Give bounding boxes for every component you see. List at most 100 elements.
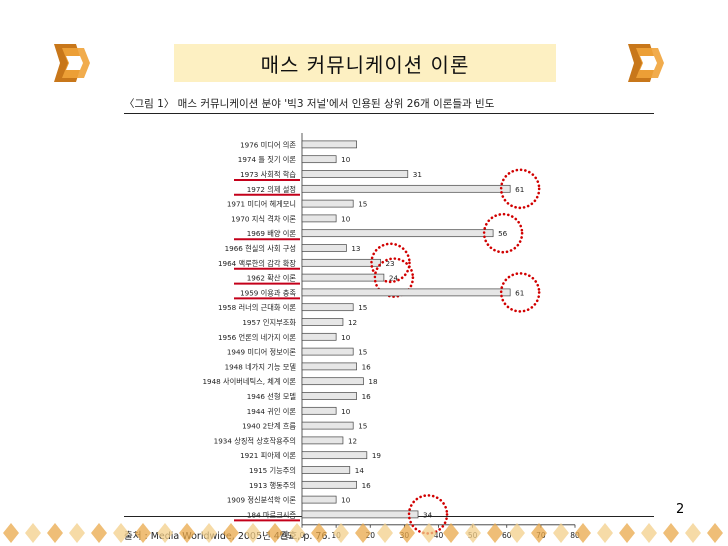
band-diamond	[355, 523, 371, 543]
slide-title: 매스 커뮤니케이션 이론	[174, 44, 556, 82]
data-bar	[301, 140, 357, 149]
band-diamond	[69, 523, 85, 543]
data-bar	[301, 199, 354, 208]
category-label: 1974 틀 짓기 이론	[238, 155, 297, 164]
band-diamond	[179, 523, 195, 543]
band-diamond	[509, 523, 525, 543]
category-label: 1956 언론의 네가지 이론	[218, 333, 296, 342]
bar-value-label: 16	[362, 481, 372, 490]
highlight-circle	[370, 242, 411, 284]
bar-value-label: 10	[341, 214, 351, 223]
category-label: 1940 2단계 흐름	[242, 422, 296, 431]
data-bar	[301, 377, 364, 386]
category-label: 1972 의제 설정	[247, 185, 296, 194]
right-decoration-icon	[628, 44, 664, 82]
bar-value-label: 14	[355, 466, 365, 475]
data-bar	[301, 288, 511, 297]
category-label: 1944 귀인 이론	[247, 407, 297, 416]
category-label: 184 마르크시즘	[247, 510, 296, 519]
data-bar	[301, 466, 351, 474]
category-label: 1971 미디어 헤게모니	[227, 200, 296, 209]
band-diamond	[663, 523, 679, 543]
band-diamond	[245, 523, 261, 543]
x-tick-label: 80	[570, 531, 580, 540]
bar-value-label: 16	[362, 362, 372, 371]
highlight-circle	[499, 272, 541, 313]
band-diamond	[267, 523, 283, 543]
band-diamond	[531, 523, 547, 543]
bar-value-label: 12	[348, 318, 357, 327]
category-label: 1966 현실의 사회 구성	[225, 244, 296, 253]
band-diamond	[377, 523, 393, 543]
data-bar	[301, 303, 354, 312]
data-bar	[301, 392, 357, 400]
category-label: 1958 러너의 근대화 이론	[218, 303, 296, 312]
bar-value-label: 31	[413, 170, 422, 179]
bar-value-label: 19	[372, 451, 382, 460]
data-bar	[301, 362, 357, 371]
category-label: 1976 미디어 의존	[240, 140, 296, 149]
highlight-circle	[499, 168, 541, 210]
category-label: 1970 지식 격차 이론	[231, 214, 296, 223]
data-bar	[301, 347, 354, 356]
x-axis-label: 빈도	[279, 531, 294, 540]
data-bar	[301, 332, 337, 341]
slide-title-text: 매스 커뮤니케이션 이론	[260, 52, 470, 77]
data-bar	[301, 214, 337, 223]
left-decoration-icon	[54, 44, 90, 82]
data-bar	[301, 436, 344, 445]
band-diamond	[91, 523, 107, 543]
data-bar	[301, 318, 344, 326]
bar-value-label: 24	[389, 274, 399, 283]
bar-value-label: 15	[358, 348, 367, 357]
bar-value-label: 13	[351, 244, 360, 253]
bar-value-label: 23	[385, 259, 394, 268]
bar-value-label: 15	[358, 422, 367, 431]
bar-value-label: 15	[358, 303, 367, 312]
band-diamond	[619, 523, 635, 543]
data-bar	[301, 510, 419, 519]
band-diamond	[47, 523, 63, 543]
category-label: 1913 행동주의	[249, 481, 296, 490]
bar-value-label: 15	[358, 200, 367, 209]
bar-value-label: 61	[515, 288, 524, 297]
category-label: 1921 피아제 이론	[240, 451, 296, 460]
bar-value-label: 10	[341, 155, 351, 164]
figure-caption: 〈그림 1〉 매스 커뮤니케이션 분야 '빅3 저널'에서 인용된 상위 26개…	[124, 98, 495, 110]
category-label: 1964 맥루한의 감각 확장	[218, 259, 296, 268]
band-diamond	[597, 523, 613, 543]
band-diamond	[25, 523, 41, 543]
category-label: 1934 상징적 상호작용주의	[214, 436, 296, 445]
bar-value-label: 18	[368, 377, 378, 386]
category-label: 1949 미디어 정보이론	[227, 348, 297, 357]
band-diamond	[487, 523, 503, 543]
x-tick-label: 60	[502, 531, 512, 540]
data-bar	[301, 155, 337, 164]
bar-value-label: 10	[341, 333, 351, 342]
category-label: 1962 확산 이론	[247, 274, 297, 283]
data-bar	[301, 229, 494, 238]
bar-value-label: 10	[341, 496, 351, 505]
bar-value-label: 61	[515, 185, 524, 194]
bar-value-label: 34	[423, 510, 433, 519]
band-diamond	[707, 523, 723, 543]
band-diamond	[113, 523, 129, 543]
band-diamond	[333, 523, 349, 543]
data-bar	[301, 495, 337, 504]
data-bar	[301, 184, 511, 193]
band-diamond	[575, 523, 591, 543]
data-bar	[301, 244, 347, 252]
x-tick-label: 20	[365, 531, 375, 540]
band-diamond	[443, 523, 459, 543]
band-diamond	[399, 523, 415, 543]
caption-rule	[124, 113, 654, 114]
bar-value-label: 56	[498, 229, 508, 238]
band-diamond	[289, 523, 305, 543]
data-bar	[301, 421, 354, 430]
data-bar	[301, 480, 357, 489]
band-diamond	[421, 523, 437, 543]
bar-value-label: 12	[348, 436, 357, 445]
bottom-pattern-band	[3, 523, 723, 543]
data-bar	[301, 258, 381, 267]
